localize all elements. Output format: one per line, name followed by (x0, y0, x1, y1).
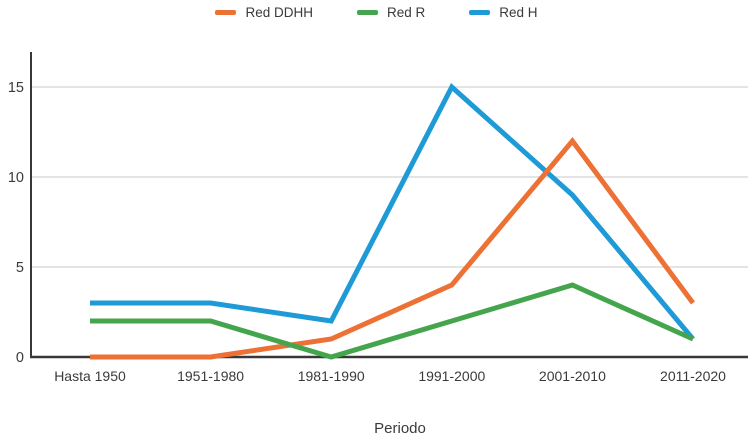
legend-item-red-h: Red H (469, 4, 538, 20)
y-tick-label-15: 15 (8, 80, 24, 96)
y-tick-label-10: 10 (8, 170, 24, 186)
x-axis-title: Periodo (374, 420, 426, 437)
x-tick-label-2001-2010: 2001-2010 (539, 368, 606, 384)
legend-label-red-r: Red R (386, 4, 426, 20)
legend-label-red-h: Red H (499, 4, 538, 20)
legend: Red DDHH Red R Red H (0, 0, 753, 24)
series-line-red-h (90, 82, 695, 341)
legend-swatch-red-r (356, 9, 378, 15)
legend-item-red-ddhh: Red DDHH (215, 5, 313, 20)
y-tick-label-0: 0 (16, 350, 24, 366)
y-tick-label-5: 5 (16, 260, 24, 276)
x-tick-label-1951-1980: 1951-1980 (177, 368, 244, 384)
x-tick-label-1981-1990: 1981-1990 (298, 368, 365, 384)
x-tick-label-2011-2020: 2011-2020 (660, 368, 726, 384)
x-tick-label-1991-2000: 1991-2000 (418, 368, 485, 384)
legend-swatch-red-h (469, 9, 491, 15)
series-line-red-r (90, 282, 695, 360)
series-line-red-ddhh (90, 136, 696, 360)
legend-swatch-red-ddhh (215, 9, 237, 15)
legend-label-red-ddhh: Red DDHH (245, 4, 313, 20)
x-tick-label-hasta-1950: Hasta 1950 (54, 368, 126, 384)
legend-item-red-r: Red R (356, 4, 426, 20)
